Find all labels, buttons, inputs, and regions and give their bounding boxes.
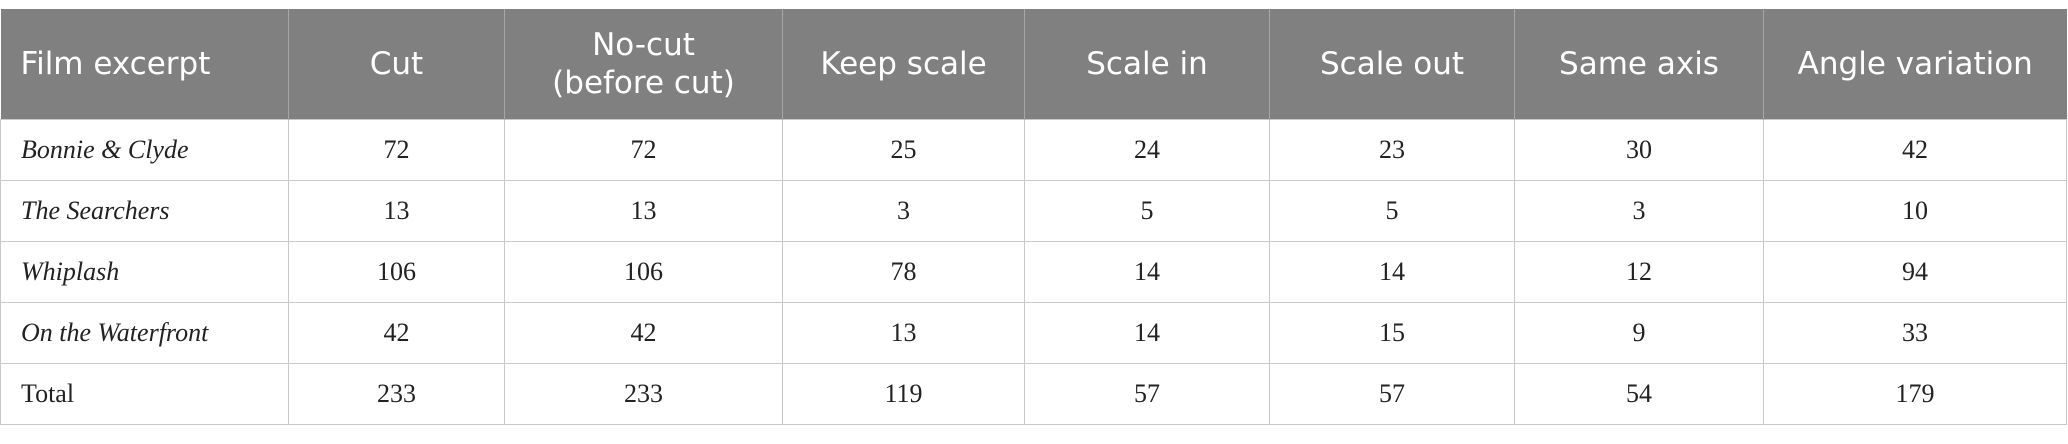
table-cell: 15 [1269,301,1515,364]
row-label: The Searchers [0,179,289,242]
table-cell: 72 [288,118,505,181]
data-table: Film excerpt Cut No-cut (before cut) Keep s… [0,9,2067,425]
table-header: Film excerpt Cut No-cut (before cut) Keep s… [0,9,2067,119]
column-header: Film excerpt [0,9,289,119]
table-row: Bonnie & Clyde 72 72 25 24 23 30 42 [0,118,2067,181]
column-header: Scale out [1269,9,1515,119]
table-cell: 13 [288,179,505,242]
column-header: No-cut (before cut) [504,9,783,119]
table-cell: 72 [504,118,783,181]
table-cell: 23 [1269,118,1515,181]
column-header: Angle variation [1763,9,2067,119]
table-cell: 14 [1269,240,1515,303]
table-cell: 30 [1514,118,1764,181]
table-cell: 233 [504,362,783,425]
table-cell: 57 [1269,362,1515,425]
table-cell: 42 [288,301,505,364]
table-cell: 13 [504,179,783,242]
table-cell: 119 [782,362,1025,425]
table-row: Total 233 233 119 57 57 54 179 [0,362,2067,425]
header-row: Film excerpt Cut No-cut (before cut) Keep s… [0,9,2067,119]
table-cell: 179 [1763,362,2067,425]
table-cell: 13 [782,301,1025,364]
table-cell: 57 [1024,362,1270,425]
table-cell: 106 [504,240,783,303]
table-cell: 233 [288,362,505,425]
table-row: On the Waterfront 42 42 13 14 15 9 33 [0,301,2067,364]
table-cell: 14 [1024,240,1270,303]
table-cell: 3 [1514,179,1764,242]
column-header: Cut [288,9,505,119]
row-label: Bonnie & Clyde [0,118,289,181]
column-header: Scale in [1024,9,1270,119]
row-label: On the Waterfront [0,301,289,364]
row-label: Whiplash [0,240,289,303]
table-cell: 42 [1763,118,2067,181]
column-header: Same axis [1514,9,1764,119]
table-body: Bonnie & Clyde 72 72 25 24 23 30 42 The Searcher… [0,118,2067,425]
table-cell: 3 [782,179,1025,242]
table-cell: 24 [1024,118,1270,181]
row-label: Total [0,362,289,425]
column-header: Keep scale [782,9,1025,119]
table-cell: 9 [1514,301,1764,364]
table-cell: 25 [782,118,1025,181]
table-cell: 14 [1024,301,1270,364]
table-cell: 94 [1763,240,2067,303]
table-cell: 54 [1514,362,1764,425]
table-cell: 10 [1763,179,2067,242]
table-cell: 5 [1269,179,1515,242]
table-row: Whiplash 106 106 78 14 14 12 94 [0,240,2067,303]
table-cell: 33 [1763,301,2067,364]
table-cell: 106 [288,240,505,303]
table-cell: 5 [1024,179,1270,242]
table-cell: 42 [504,301,783,364]
table-cell: 78 [782,240,1025,303]
table-row: The Searchers 13 13 3 5 5 3 10 [0,179,2067,242]
table-cell: 12 [1514,240,1764,303]
